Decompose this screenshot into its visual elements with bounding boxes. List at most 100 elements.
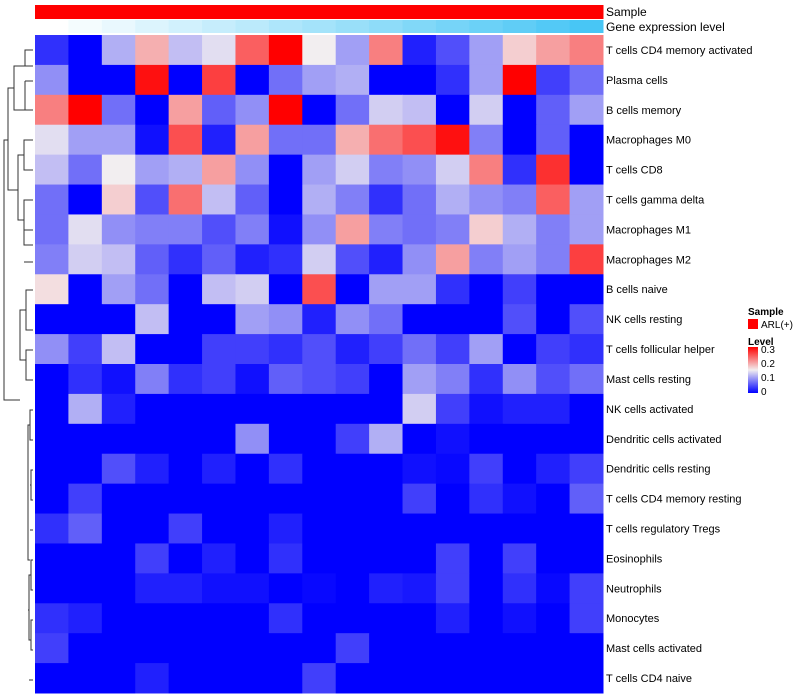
heatmap-cell xyxy=(402,154,437,186)
heatmap-cell xyxy=(68,663,103,694)
sample-annotation-cell xyxy=(302,5,337,19)
heatmap-cell xyxy=(469,124,504,156)
heatmap-cell xyxy=(569,94,604,126)
heatmap-cell xyxy=(335,184,370,215)
heatmap-cell xyxy=(335,304,370,335)
heatmap-cell xyxy=(569,543,604,574)
sample-annotation-cell xyxy=(502,5,537,19)
heatmap-cell xyxy=(335,513,370,544)
heatmap-cell xyxy=(35,513,69,544)
heatmap-cell xyxy=(335,124,370,156)
heatmap-cell xyxy=(302,304,337,335)
legend-level-title: Level xyxy=(748,337,774,348)
heatmap-cell xyxy=(35,573,69,604)
heatmap-cell xyxy=(435,513,470,544)
heatmap-cell xyxy=(536,244,571,275)
heatmap-cell xyxy=(202,453,236,485)
heatmap-cell xyxy=(168,124,203,156)
heatmap-cell xyxy=(335,274,370,305)
heatmap-cell xyxy=(536,184,571,215)
heatmap-cell xyxy=(68,274,103,305)
heatmap-cells xyxy=(35,35,604,694)
heatmap-cell xyxy=(35,214,69,245)
row-label: Mast cells activated xyxy=(606,643,702,655)
heatmap-cell xyxy=(168,64,203,96)
heatmap-cell xyxy=(569,334,604,365)
heatmap-cell xyxy=(202,423,236,455)
heatmap-cell xyxy=(369,543,404,574)
heatmap-cell xyxy=(101,94,136,126)
legend-tick: 0 xyxy=(761,387,767,398)
heatmap-cell xyxy=(469,94,504,126)
sample-annotation-cell xyxy=(268,5,303,19)
heatmap-cell xyxy=(435,124,470,156)
heatmap-cell xyxy=(202,244,236,275)
heatmap-cell xyxy=(135,64,170,96)
heatmap-cell xyxy=(335,244,370,275)
heatmap-cell xyxy=(135,543,170,574)
heatmap-cell xyxy=(101,184,136,215)
row-label: Plasma cells xyxy=(606,75,668,87)
heatmap-cell xyxy=(101,573,136,604)
heatmap-cell xyxy=(402,513,437,544)
heatmap-cell xyxy=(168,483,203,515)
heatmap-cell xyxy=(435,334,470,365)
heatmap-cell xyxy=(235,603,270,634)
heatmap-cell xyxy=(202,513,236,544)
heatmap-cell xyxy=(502,573,537,604)
annotation-bars xyxy=(35,5,604,33)
heatmap-cell xyxy=(536,453,571,485)
heatmap-cell xyxy=(68,633,103,664)
heatmap-cell xyxy=(68,603,103,634)
row-label: T cells CD4 memory activated xyxy=(606,45,753,57)
heatmap-cell xyxy=(402,483,437,515)
gene-expression-annotation-cell xyxy=(135,20,170,33)
heatmap-cell xyxy=(135,214,170,245)
heatmap-cell xyxy=(402,64,437,96)
heatmap-cell xyxy=(101,364,136,395)
gene-expression-annotation-cell xyxy=(302,20,337,33)
heatmap-cell xyxy=(536,94,571,126)
heatmap-cell xyxy=(235,393,270,425)
heatmap-cell xyxy=(135,573,170,604)
heatmap-cell xyxy=(35,274,69,305)
heatmap-cell xyxy=(101,304,136,335)
heatmap-cell xyxy=(68,214,103,245)
heatmap-cell xyxy=(536,603,571,634)
heatmap-cell xyxy=(369,214,404,245)
heatmap-cell xyxy=(135,154,170,186)
heatmap-cell xyxy=(369,94,404,126)
row-label: T cells CD8 xyxy=(606,165,663,177)
heatmap-cell xyxy=(569,364,604,395)
heatmap-cell xyxy=(536,334,571,365)
heatmap-cell xyxy=(402,603,437,634)
heatmap-cell xyxy=(369,483,404,515)
gene-expression-annotation-cell xyxy=(536,20,571,33)
heatmap-cell xyxy=(135,663,170,694)
heatmap-cell xyxy=(35,94,69,126)
row-label: NK cells activated xyxy=(606,404,693,416)
heatmap-cell xyxy=(469,244,504,275)
heatmap-cell xyxy=(502,603,537,634)
heatmap-cell xyxy=(569,64,604,96)
heatmap-cell xyxy=(202,214,236,245)
heatmap-cell xyxy=(268,334,303,365)
heatmap-cell xyxy=(569,483,604,515)
sample-annotation-cell xyxy=(335,5,370,19)
heatmap-cell xyxy=(302,35,337,66)
row-label: Macrophages M1 xyxy=(606,224,691,236)
legend: Sample ARL(+) Level 0.3 0.2 0.1 0 xyxy=(748,307,793,398)
heatmap-cell xyxy=(202,154,236,186)
heatmap-cell xyxy=(569,154,604,186)
heatmap-cell xyxy=(35,483,69,515)
heatmap-cell xyxy=(235,154,270,186)
heatmap-cell xyxy=(402,423,437,455)
heatmap-cell xyxy=(536,513,571,544)
heatmap-cell xyxy=(435,35,470,66)
sample-annotation-cell xyxy=(35,5,69,19)
heatmap-cell xyxy=(101,393,136,425)
heatmap-cell xyxy=(268,513,303,544)
heatmap-cell xyxy=(569,633,604,664)
heatmap-cell xyxy=(402,274,437,305)
heatmap-cell xyxy=(569,393,604,425)
